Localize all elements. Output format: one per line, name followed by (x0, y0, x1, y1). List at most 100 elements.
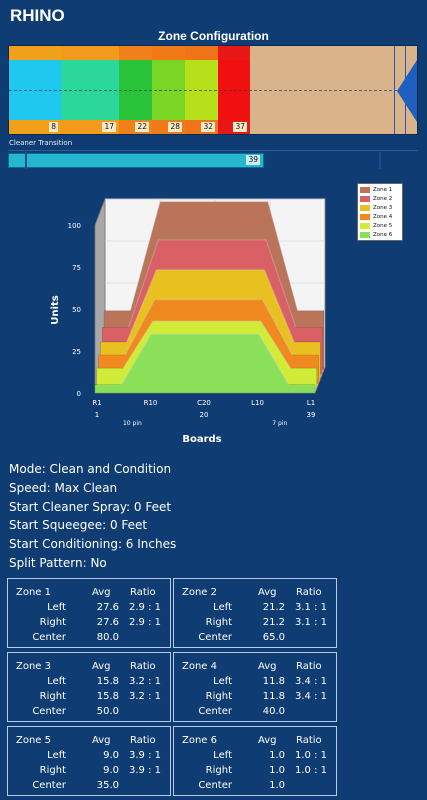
chart-series-ridge (120, 333, 290, 385)
zone-stats-row: Right 1.0 1.0 : 1 (174, 765, 336, 779)
legend-label: Zone 3 (373, 204, 393, 211)
chart-series-ridge (124, 299, 293, 356)
legend-item: Zone 1 (360, 185, 400, 194)
chart-pin-annotation: 10 pin (123, 420, 142, 427)
row-label: Right (39, 617, 66, 628)
row-label: Right (39, 765, 66, 776)
legend-label: Zone 6 (373, 231, 393, 238)
avg-header: Avg (92, 587, 111, 598)
row-label: Center (198, 780, 232, 791)
legend-label: Zone 4 (373, 213, 393, 220)
zone-segment-top-band (152, 46, 185, 60)
zone-name: Zone 2 (182, 587, 217, 598)
row-ratio: 3.4 : 1 (295, 676, 327, 687)
zone-stats-box: Zone 3 Avg Ratio Left 15.8 3.2 : 1 Right 15.8 3.… (7, 652, 171, 722)
chart-x-board-label: 20 (200, 411, 209, 419)
zone-segment-board-label: 28 (168, 122, 182, 132)
row-label: Left (47, 602, 66, 613)
ratio-header: Ratio (130, 587, 156, 598)
zone-stats-row: Right 11.8 3.4 : 1 (174, 691, 336, 705)
legend-swatch (360, 222, 370, 229)
legend-swatch (360, 195, 370, 202)
legend-item: Zone 2 (360, 194, 400, 203)
ratio-header: Ratio (130, 735, 156, 746)
row-label: Center (32, 780, 66, 791)
row-label: Center (32, 706, 66, 717)
row-avg: 27.6 (96, 602, 119, 613)
ratio-header: Ratio (130, 661, 156, 672)
zone-segment-board-label: 8 (49, 122, 58, 132)
row-avg: 40.0 (262, 706, 285, 717)
row-avg: 80.0 (96, 632, 119, 643)
cleaner-transition-bar[interactable]: 39 (8, 153, 264, 168)
zone-stats-row: Left 21.2 3.1 : 1 (174, 602, 336, 616)
row-ratio: 3.9 : 1 (129, 765, 161, 776)
row-avg: 21.2 (262, 602, 285, 613)
chart-x-board-label: 39 (307, 411, 316, 419)
avg-header: Avg (92, 735, 111, 746)
row-ratio: 3.2 : 1 (129, 691, 161, 702)
row-label: Right (205, 617, 232, 628)
avg-header: Avg (258, 587, 277, 598)
chart-series-ridge (129, 201, 299, 311)
cleaner-transition-label: Cleaner Transition (9, 139, 73, 147)
chart-y-tick-label: 0 (77, 390, 81, 398)
zone-stats-box: Zone 2 Avg Ratio Left 21.2 3.1 : 1 Right 21.2 3.… (173, 578, 337, 648)
zone-name: Zone 3 (16, 661, 51, 672)
avg-header: Avg (258, 735, 277, 746)
app-title: RHINO (10, 6, 65, 25)
row-avg: 1.0 (269, 780, 285, 791)
chart-legend: Zone 1 Zone 2 Zone 3 Zone 4 Zone 5 Zone 6 (357, 183, 403, 241)
mode-info-line: Speed: Max Clean (9, 480, 118, 495)
legend-label: Zone 5 (373, 222, 393, 229)
chart-series-ridge (126, 269, 295, 343)
row-ratio: 3.1 : 1 (295, 602, 327, 613)
legend-item: Zone 5 (360, 221, 400, 230)
zone-configuration-title: Zone Configuration (158, 29, 269, 43)
row-avg: 9.0 (103, 765, 119, 776)
chart-y-axis-label: Units (50, 295, 61, 324)
row-label: Center (198, 632, 232, 643)
chart-x-axis-label: Boards (182, 434, 221, 445)
cleaner-transition-value: 39 (246, 155, 260, 165)
row-ratio: 1.0 : 1 (295, 765, 327, 776)
zone-segment-bottom-band (9, 120, 61, 134)
mode-info-line: Split Pattern: No (9, 555, 107, 570)
chart-y-tick-label: 75 (72, 264, 81, 272)
mode-info-line: Mode: Clean and Condition (9, 462, 172, 476)
zone-configuration-strip[interactable]: 37 32 28 22 17 8 (8, 45, 418, 135)
center-guide-line (9, 90, 417, 91)
zone-name: Zone 4 (182, 661, 217, 672)
row-label: Left (47, 750, 66, 761)
ratio-header: Ratio (296, 735, 322, 746)
mode-info-line: Start Conditioning: 6 Inches (9, 537, 177, 552)
row-label: Left (213, 676, 232, 687)
row-avg: 11.8 (262, 676, 285, 687)
row-avg: 1.0 (269, 765, 285, 776)
row-label: Left (213, 750, 232, 761)
legend-label: Zone 1 (373, 186, 393, 193)
row-avg: 35.0 (96, 780, 119, 791)
chart-y-tick-label: 25 (72, 348, 81, 356)
zone-name: Zone 5 (16, 735, 51, 746)
legend-label: Zone 2 (373, 195, 393, 202)
zone-stats-box: Zone 5 Avg Ratio Left 9.0 3.9 : 1 Right 9.0 3.9 … (7, 726, 171, 796)
row-avg: 65.0 (262, 632, 285, 643)
row-label: Left (47, 676, 66, 687)
chart-series-ridge (128, 239, 297, 328)
row-ratio: 3.4 : 1 (295, 691, 327, 702)
zone-stats-row: Center 1.0 (174, 780, 336, 794)
chart-x-board-label: 1 (95, 411, 99, 419)
direction-arrow-icon (397, 60, 417, 122)
avg-header: Avg (92, 661, 111, 672)
zone-segment-top-band (218, 46, 250, 60)
zone-stats-row: Center 80.0 (8, 632, 170, 646)
row-avg: 15.8 (96, 691, 119, 702)
chart-x-tick-label: R10 (144, 399, 158, 407)
row-ratio: 2.9 : 1 (129, 602, 161, 613)
mode-info-line: Start Squeegee: 0 Feet (9, 518, 148, 533)
row-avg: 15.8 (96, 676, 119, 687)
zone-stats-row: Center 35.0 (8, 780, 170, 794)
zone-stats-row: Right 21.2 3.1 : 1 (174, 617, 336, 631)
cleaner-transition-track (8, 150, 418, 170)
